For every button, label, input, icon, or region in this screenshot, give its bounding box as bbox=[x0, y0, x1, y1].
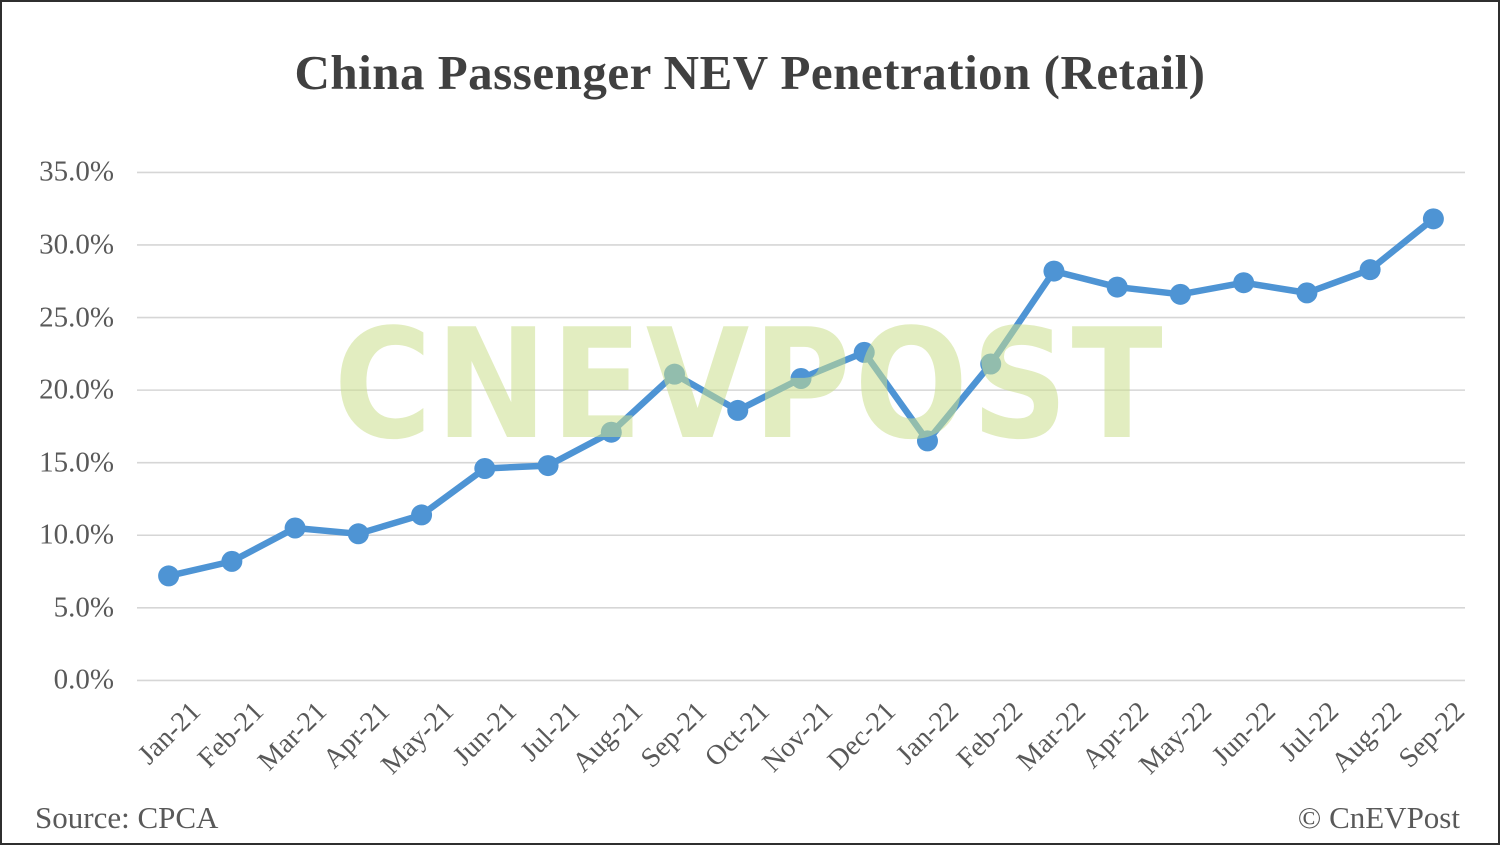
chart-title: China Passenger NEV Penetration (Retail) bbox=[294, 45, 1206, 100]
y-tick-label: 25.0% bbox=[39, 301, 114, 334]
data-point bbox=[1296, 282, 1318, 304]
y-tick-label: 0.0% bbox=[53, 663, 114, 696]
data-point bbox=[980, 353, 1002, 375]
data-point bbox=[727, 399, 749, 421]
data-point bbox=[1359, 259, 1381, 281]
data-point bbox=[664, 363, 686, 385]
y-tick-label: 35.0% bbox=[39, 155, 114, 188]
source-note: Source: CPCA bbox=[35, 800, 219, 835]
y-tick-label: 30.0% bbox=[39, 228, 114, 261]
data-point bbox=[158, 565, 180, 587]
data-point bbox=[537, 455, 559, 477]
data-point bbox=[474, 457, 496, 479]
data-point bbox=[1106, 276, 1128, 298]
data-point bbox=[1422, 208, 1444, 230]
data-point bbox=[1043, 260, 1065, 282]
copyright-note: © CnEVPost bbox=[1297, 800, 1460, 835]
data-point bbox=[790, 368, 812, 390]
y-tick-label: 15.0% bbox=[39, 446, 114, 479]
data-point bbox=[916, 430, 938, 452]
data-point bbox=[347, 523, 369, 545]
data-point bbox=[284, 517, 306, 539]
data-point bbox=[221, 550, 243, 572]
y-tick-label: 10.0% bbox=[39, 518, 114, 551]
y-tick-label: 5.0% bbox=[53, 591, 114, 624]
data-point bbox=[600, 421, 622, 443]
data-point bbox=[1233, 272, 1255, 294]
data-point bbox=[411, 504, 433, 526]
y-tick-label: 20.0% bbox=[39, 373, 114, 406]
data-point bbox=[853, 341, 875, 363]
data-point bbox=[1169, 283, 1191, 305]
